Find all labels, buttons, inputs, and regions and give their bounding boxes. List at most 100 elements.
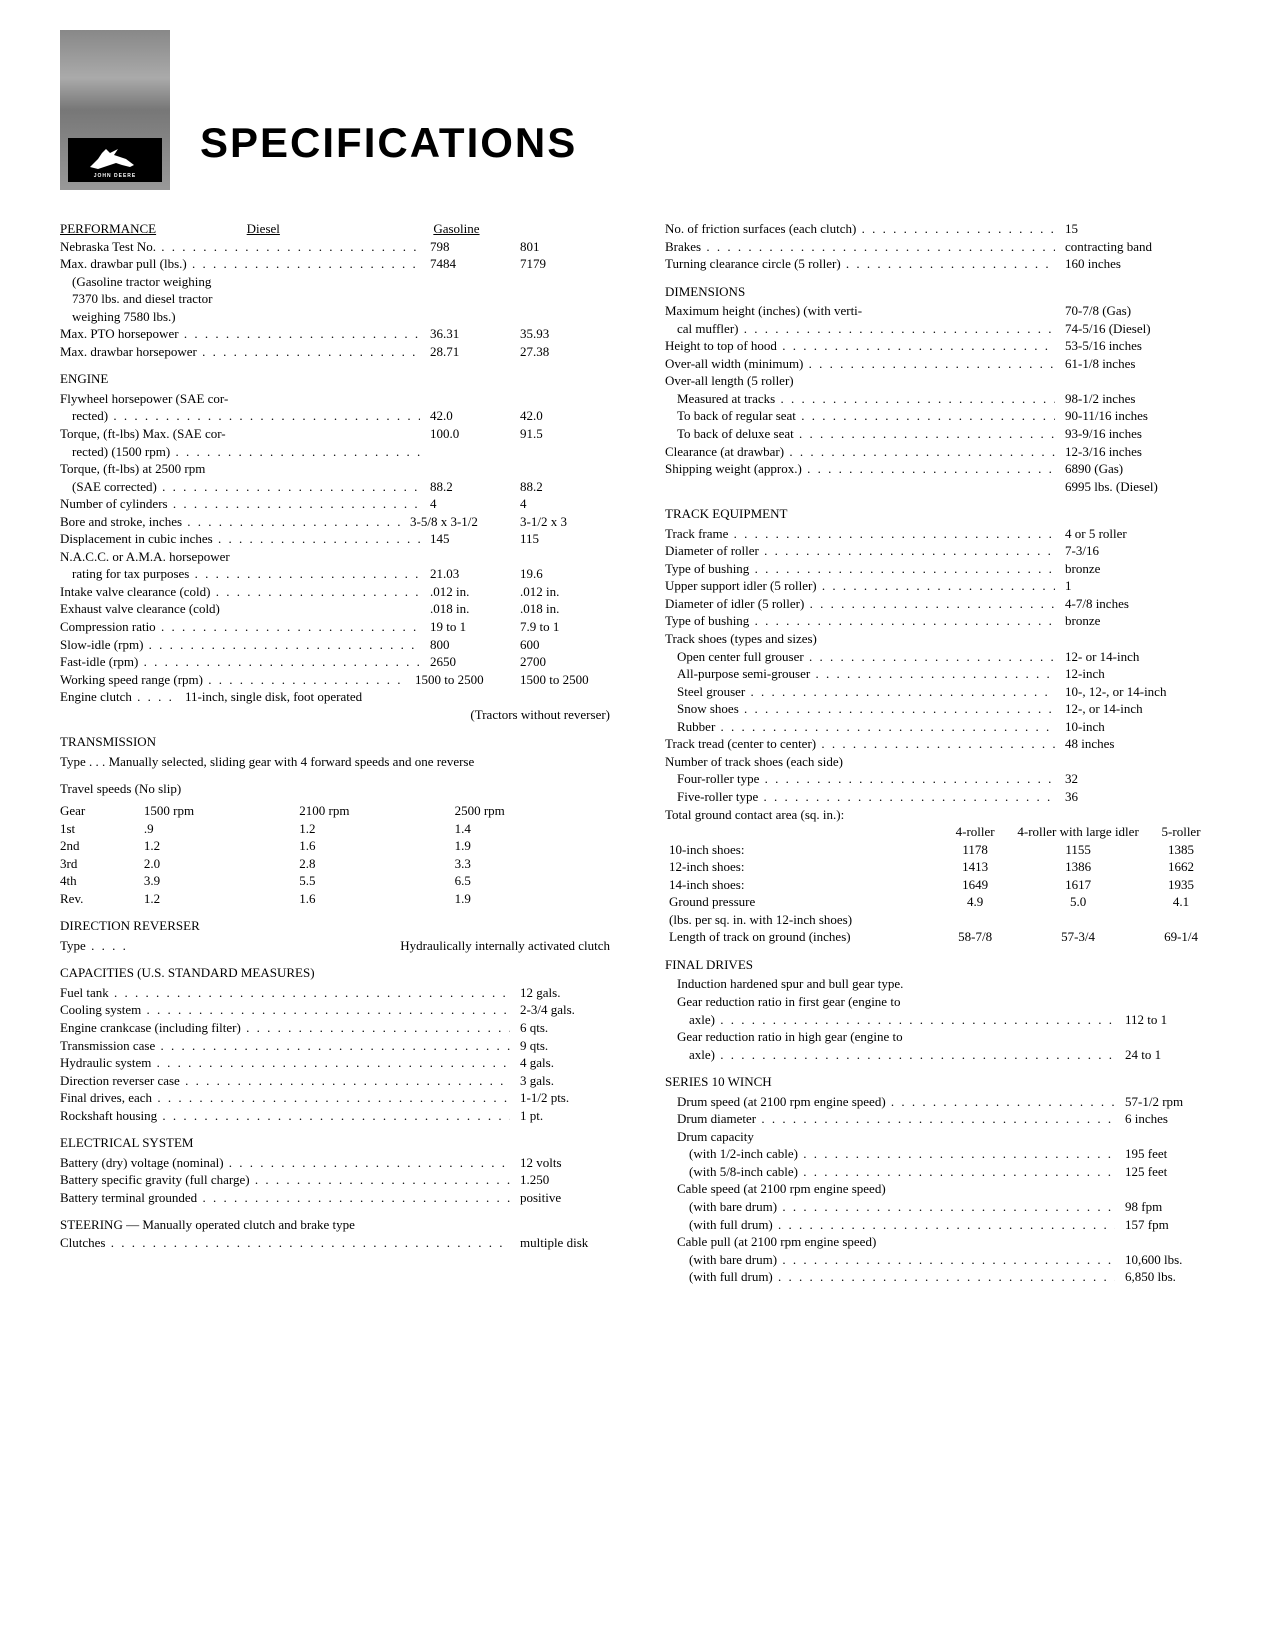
spec-row: (with bare drum)10,600 lbs. [665, 1251, 1215, 1269]
spec-row: Type of bushingbronze [665, 560, 1215, 578]
engine-row: Slow-idle (rpm)800600 [60, 636, 610, 654]
capacities-rows: Fuel tank12 gals.Cooling system2-3/4 gal… [60, 984, 610, 1124]
section-head: PERFORMANCE [60, 220, 237, 238]
dim-row: 6995 lbs. (Diesel) [665, 478, 1215, 496]
final-row: Gear reduction ratio in first gear (engi… [665, 993, 1215, 1011]
engine-note: (Tractors without reverser) [60, 706, 610, 724]
spec-row: Snow shoes12-, or 14-inch [665, 700, 1215, 718]
electrical-rows: Battery (dry) voltage (nominal)12 voltsB… [60, 1154, 610, 1207]
spec-row: Direction reverser case3 gals. [60, 1072, 610, 1090]
winch-cable-head: Cable speed (at 2100 rpm engine speed) [665, 1180, 1215, 1198]
spec-row: Brakescontracting band [665, 238, 1215, 256]
spec-row: No. of friction surfaces (each clutch)15 [665, 220, 1215, 238]
performance-rows-2: Max. PTO horsepower36.3135.93Max. drawba… [60, 325, 610, 360]
spec-row: Track frame4 or 5 roller [665, 525, 1215, 543]
ground-table: 4-roller4-roller with large idler5-rolle… [665, 823, 1215, 946]
engine-row: Bore and stroke, inches3-5/8 x 3-1/23-1/… [60, 513, 610, 531]
col-head-diesel: Diesel [237, 220, 424, 238]
spec-row: Measured at tracks98-1/2 inches [665, 390, 1215, 408]
speeds-head: Travel speeds (No slip) [60, 780, 610, 798]
final-head: FINAL DRIVES [665, 956, 1215, 974]
dim-row: Maximum height (inches) (with verti-70-7… [665, 302, 1215, 320]
spec-row: Drum diameter6 inches [665, 1110, 1215, 1128]
spec-row: Battery (dry) voltage (nominal)12 volts [60, 1154, 610, 1172]
engine-row: Intake valve clearance (cold).012 in..01… [60, 583, 610, 601]
content-columns: PERFORMANCE Diesel Gasoline Nebraska Tes… [60, 220, 1215, 1286]
shoes-rows: Open center full grouser12- or 14-inchAl… [665, 648, 1215, 736]
spec-row: Turning clearance circle (5 roller)160 i… [665, 255, 1215, 273]
spec-row: Open center full grouser12- or 14-inch [665, 648, 1215, 666]
engine-row: Engine clutch11-inch, single disk, foot … [60, 688, 610, 706]
spec-row: Diameter of roller7-3/16 [665, 542, 1215, 560]
engine-row: Displacement in cubic inches145115 [60, 530, 610, 548]
spec-row: To back of deluxe seat93-9/16 inches [665, 425, 1215, 443]
engine-row: (SAE corrected)88.288.2 [60, 478, 610, 496]
spec-row: Type of bushingbronze [665, 612, 1215, 630]
engine-row: Exhaust valve clearance (cold).018 in..0… [60, 600, 610, 618]
dimensions-head: DIMENSIONS [665, 283, 1215, 301]
spec-row: Steel grouser10-, 12-, or 14-inch [665, 683, 1215, 701]
spec-row: Battery specific gravity (full charge)1.… [60, 1171, 610, 1189]
spec-row: Diameter of idler (5 roller)4-7/8 inches [665, 595, 1215, 613]
spec-row: Four-roller type32 [665, 770, 1215, 788]
winch-pull-rows: (with bare drum)10,600 lbs.(with full dr… [665, 1251, 1215, 1286]
spec-row: Fuel tank12 gals. [60, 984, 610, 1002]
spec-row: Rockshaft housing1 pt. [60, 1107, 610, 1125]
spec-row: Nebraska Test No.798801 [60, 238, 610, 256]
engine-row: Flywheel horsepower (SAE cor- [60, 390, 610, 408]
num-rows: Four-roller type32Five-roller type36 [665, 770, 1215, 805]
engine-row: Torque, (ft-lbs) Max. (SAE cor-100.091.5 [60, 425, 610, 443]
spec-row: Max. PTO horsepower36.3135.93 [60, 325, 610, 343]
ground-head: Total ground contact area (sq. in.): [665, 806, 1215, 824]
spec-row: Transmission case9 qts. [60, 1037, 610, 1055]
electrical-head: ELECTRICAL SYSTEM [60, 1134, 610, 1152]
capacities-head: CAPACITIES (U.S. Standard Measures) [60, 964, 610, 982]
winch-head: SERIES 10 WINCH [665, 1073, 1215, 1091]
steering-line: STEERING — Manually operated clutch and … [60, 1216, 610, 1234]
engine-row: Number of cylinders44 [60, 495, 610, 513]
dim-row: Shipping weight (approx.)6890 (Gas) [665, 460, 1215, 478]
spec-row: Height to top of hood53-5/16 inches [665, 337, 1215, 355]
num-head: Number of track shoes (each side) [665, 753, 1215, 771]
right-column: No. of friction surfaces (each clutch)15… [665, 220, 1215, 1286]
spec-row: Cooling system2-3/4 gals. [60, 1001, 610, 1019]
brand-name: JOHN DEERE [94, 173, 137, 180]
winch-cap-rows: (with 1/2-inch cable)195 feet(with 5/8-i… [665, 1145, 1215, 1180]
track-rows: Track frame4 or 5 rollerDiameter of roll… [665, 525, 1215, 630]
spec-row: (with 5/8-inch cable)125 feet [665, 1163, 1215, 1181]
perf-note-2: 7370 lbs. and diesel tractor [60, 290, 610, 308]
spec-row: Rubber10-inch [665, 718, 1215, 736]
performance-rows: Nebraska Test No.798801Max. drawbar pull… [60, 238, 610, 273]
steering-row: Clutchesmultiple disk [60, 1234, 610, 1252]
spec-row: Drum speed (at 2100 rpm engine speed)57-… [665, 1093, 1215, 1111]
engine-head: ENGINE [60, 370, 610, 388]
right-top-rows: No. of friction surfaces (each clutch)15… [665, 220, 1215, 273]
spec-row: To back of regular seat90-11/16 inches [665, 407, 1215, 425]
len-rows: Measured at tracks98-1/2 inchesTo back o… [665, 390, 1215, 443]
transmission-type: Type . . . Manually selected, sliding ge… [108, 753, 610, 771]
engine-row: rating for tax purposes21.0319.6 [60, 565, 610, 583]
final-row: axle)24 to 1 [665, 1046, 1215, 1064]
spec-row: (with full drum)157 fpm [665, 1216, 1215, 1234]
spec-row: Max. drawbar pull (lbs.)74847179 [60, 255, 610, 273]
reverser-head: DIRECTION REVERSER [60, 917, 610, 935]
spec-row: All-purpose semi-grouser12-inch [665, 665, 1215, 683]
dim-rows: Height to top of hood53-5/16 inchesOver-… [665, 337, 1215, 372]
spec-row: Final drives, each1-1/2 pts. [60, 1089, 610, 1107]
deer-icon: JOHN DEERE [68, 138, 162, 182]
reverser-row: TypeHydraulically internally activated c… [60, 937, 610, 955]
winch-pull-head: Cable pull (at 2100 rpm engine speed) [665, 1233, 1215, 1251]
spec-row: Engine crankcase (including filter)6 qts… [60, 1019, 610, 1037]
page-header: JOHN DEERE SPECIFICATIONS [60, 30, 1215, 190]
engine-row: Working speed range (rpm)1500 to 2500150… [60, 671, 610, 689]
spec-row: Five-roller type36 [665, 788, 1215, 806]
performance-header: PERFORMANCE Diesel Gasoline [60, 220, 610, 238]
dim-row: cal muffler)74-5/16 (Diesel) [665, 320, 1215, 338]
winch-cap-head: Drum capacity [665, 1128, 1215, 1146]
spec-row: (with full drum)6,850 lbs. [665, 1268, 1215, 1286]
page-title: SPECIFICATIONS [200, 115, 577, 172]
spec-row: Hydraulic system4 gals. [60, 1054, 610, 1072]
final-row: Gear reduction ratio in high gear (engin… [665, 1028, 1215, 1046]
track-head: TRACK EQUIPMENT [665, 505, 1215, 523]
col-head-gasoline: Gasoline [423, 220, 610, 238]
